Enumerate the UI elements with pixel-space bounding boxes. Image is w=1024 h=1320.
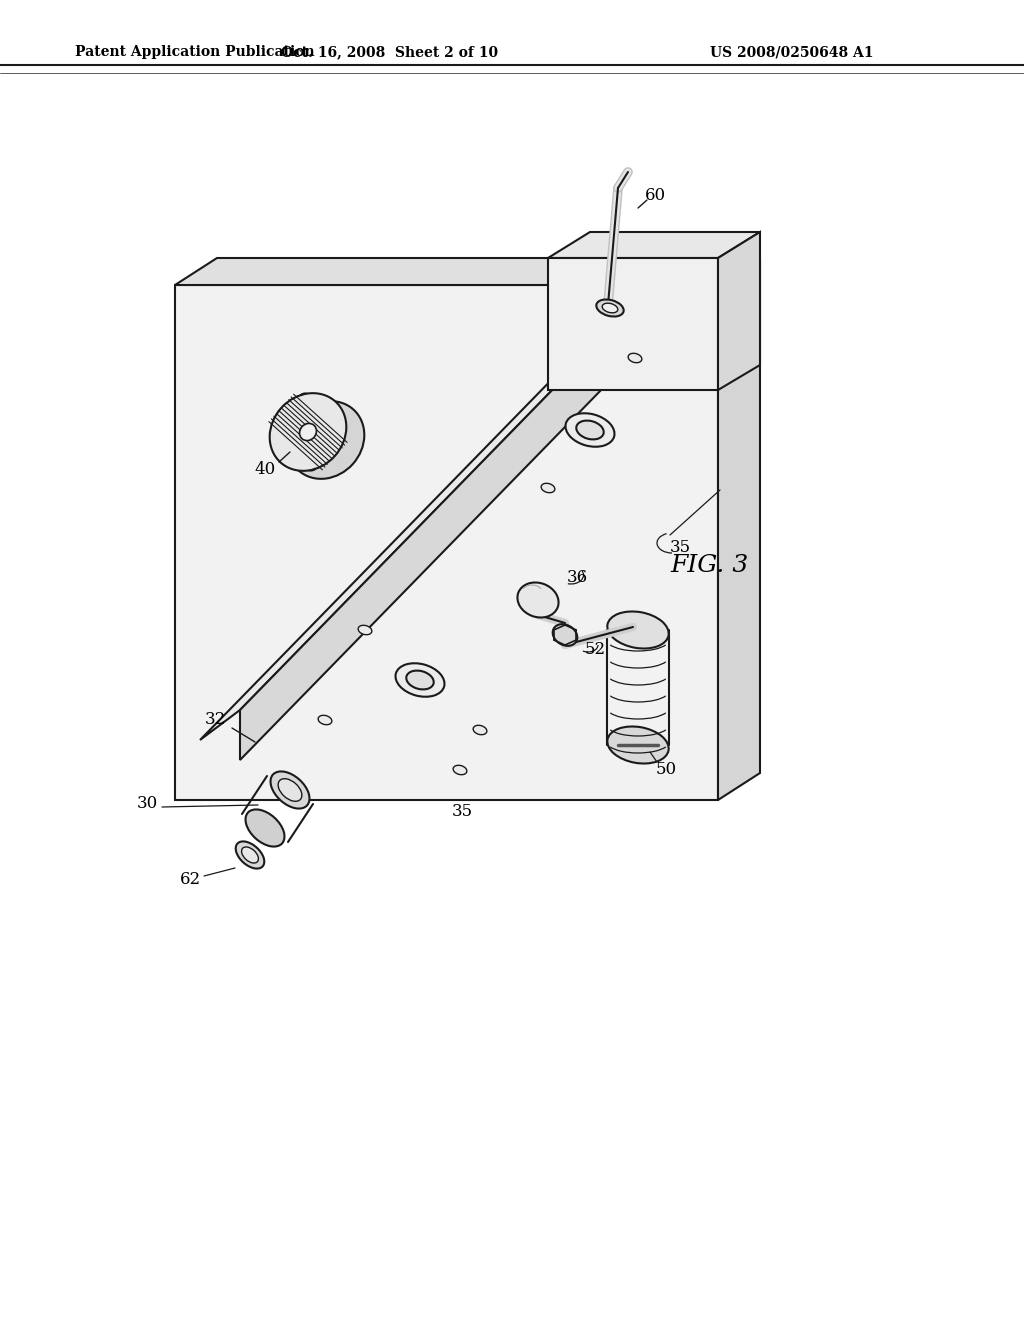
Polygon shape [240, 294, 645, 760]
Text: 32: 32 [205, 711, 225, 729]
Polygon shape [200, 294, 645, 741]
Ellipse shape [628, 354, 642, 363]
Polygon shape [718, 232, 760, 389]
Polygon shape [175, 285, 718, 800]
Ellipse shape [553, 624, 578, 645]
Ellipse shape [246, 809, 285, 846]
Ellipse shape [299, 393, 316, 411]
Ellipse shape [288, 401, 365, 479]
Text: 52: 52 [585, 642, 605, 659]
Ellipse shape [279, 779, 302, 801]
Ellipse shape [358, 626, 372, 635]
Ellipse shape [407, 671, 434, 689]
Text: US 2008/0250648 A1: US 2008/0250648 A1 [710, 45, 873, 59]
Ellipse shape [577, 421, 604, 440]
Ellipse shape [517, 582, 558, 618]
Polygon shape [175, 257, 760, 285]
Ellipse shape [270, 771, 309, 809]
Text: Patent Application Publication: Patent Application Publication [75, 45, 314, 59]
Text: 35: 35 [452, 804, 472, 821]
Ellipse shape [299, 454, 316, 470]
Polygon shape [548, 257, 718, 389]
Ellipse shape [602, 304, 617, 313]
Ellipse shape [269, 393, 346, 471]
Text: 62: 62 [179, 871, 201, 888]
Polygon shape [718, 257, 760, 800]
Ellipse shape [242, 847, 258, 863]
Text: 35: 35 [670, 540, 690, 557]
Text: FIG. 3: FIG. 3 [671, 553, 750, 577]
Ellipse shape [318, 715, 332, 725]
Text: 40: 40 [254, 462, 275, 479]
Ellipse shape [607, 726, 669, 763]
Ellipse shape [236, 841, 264, 869]
Text: 30: 30 [136, 795, 158, 812]
Text: Oct. 16, 2008  Sheet 2 of 10: Oct. 16, 2008 Sheet 2 of 10 [282, 45, 499, 59]
Polygon shape [548, 232, 760, 257]
Ellipse shape [300, 424, 316, 441]
Text: 36: 36 [566, 569, 588, 586]
Ellipse shape [454, 766, 467, 775]
Text: 60: 60 [644, 187, 666, 205]
Ellipse shape [596, 300, 624, 317]
Ellipse shape [607, 611, 669, 648]
Ellipse shape [565, 413, 614, 446]
Text: 50: 50 [655, 762, 677, 779]
Ellipse shape [541, 483, 555, 492]
Ellipse shape [473, 725, 486, 735]
Ellipse shape [395, 663, 444, 697]
